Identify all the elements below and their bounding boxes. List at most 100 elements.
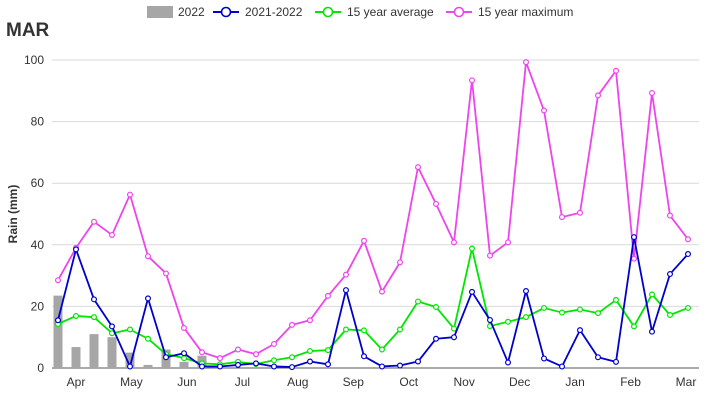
y-tick-label: 60 bbox=[31, 176, 45, 190]
legend-marker-2021-2022[interactable] bbox=[220, 6, 232, 18]
series-line-15-year-average bbox=[57, 247, 689, 366]
point-15-year-maximum bbox=[451, 239, 458, 246]
point-2021-2022 bbox=[648, 328, 655, 335]
point-2021-2022 bbox=[72, 246, 79, 253]
point-15-year-maximum bbox=[217, 355, 224, 362]
bar-2022 bbox=[179, 361, 189, 368]
x-tick-label: Feb bbox=[620, 375, 641, 389]
point-2021-2022 bbox=[343, 287, 350, 294]
point-15-year-average bbox=[522, 314, 529, 321]
point-15-year-average bbox=[540, 304, 547, 311]
point-2021-2022 bbox=[54, 317, 61, 324]
legend-label-2021-2022[interactable]: 2021-2022 bbox=[245, 5, 303, 19]
point-2021-2022 bbox=[325, 361, 332, 368]
point-15-year-maximum bbox=[379, 288, 386, 295]
y-tick-label: 80 bbox=[31, 115, 45, 129]
point-2021-2022 bbox=[307, 358, 314, 365]
point-15-year-average bbox=[469, 245, 476, 252]
point-2021-2022 bbox=[90, 296, 97, 303]
point-2021-2022 bbox=[469, 288, 476, 295]
x-tick-label: Apr bbox=[67, 375, 86, 389]
point-2021-2022 bbox=[540, 355, 547, 362]
point-15-year-maximum bbox=[433, 200, 440, 207]
point-15-year-maximum bbox=[522, 59, 529, 66]
legend-marker-15-year-maximum[interactable] bbox=[453, 6, 465, 18]
x-tick-label: Nov bbox=[454, 375, 475, 389]
point-2021-2022 bbox=[397, 362, 404, 369]
point-2021-2022 bbox=[199, 363, 206, 370]
point-2021-2022 bbox=[558, 363, 565, 370]
bar-2022 bbox=[89, 334, 99, 368]
point-2021-2022 bbox=[361, 353, 368, 360]
point-2021-2022 bbox=[612, 358, 619, 365]
legend-label-15-year-maximum[interactable]: 15 year maximum bbox=[478, 5, 573, 19]
point-2021-2022 bbox=[145, 295, 152, 302]
point-2021-2022 bbox=[630, 234, 637, 241]
point-15-year-average bbox=[451, 325, 458, 332]
point-15-year-average bbox=[90, 314, 97, 321]
point-2021-2022 bbox=[594, 354, 601, 361]
point-15-year-maximum bbox=[397, 259, 404, 266]
point-15-year-average bbox=[397, 326, 404, 333]
point-15-year-average bbox=[630, 323, 637, 330]
point-2021-2022 bbox=[522, 288, 529, 295]
y-tick-label: 100 bbox=[24, 53, 44, 67]
point-15-year-average bbox=[343, 326, 350, 333]
point-15-year-average bbox=[379, 346, 386, 353]
bar-2022 bbox=[125, 352, 135, 368]
point-15-year-average bbox=[361, 327, 368, 334]
point-15-year-maximum bbox=[540, 107, 547, 114]
bar-2022 bbox=[71, 347, 81, 368]
point-15-year-maximum bbox=[630, 255, 637, 262]
legend-label-2022[interactable]: 2022 bbox=[178, 5, 205, 19]
point-2021-2022 bbox=[576, 327, 583, 334]
point-15-year-maximum bbox=[307, 317, 314, 324]
point-15-year-average bbox=[684, 304, 691, 311]
point-15-year-maximum bbox=[361, 237, 368, 244]
point-15-year-maximum bbox=[54, 277, 61, 284]
point-15-year-average bbox=[612, 296, 619, 303]
point-15-year-average bbox=[126, 326, 133, 333]
point-2021-2022 bbox=[181, 350, 188, 357]
y-tick-label: 0 bbox=[37, 361, 44, 375]
point-15-year-average bbox=[271, 357, 278, 364]
point-2021-2022 bbox=[684, 251, 691, 258]
point-15-year-maximum bbox=[145, 253, 152, 260]
point-15-year-average bbox=[594, 310, 601, 317]
point-15-year-average bbox=[307, 348, 314, 355]
point-15-year-maximum bbox=[253, 351, 260, 358]
point-15-year-maximum bbox=[199, 349, 206, 356]
point-15-year-maximum bbox=[505, 239, 512, 246]
point-15-year-maximum bbox=[576, 209, 583, 216]
point-15-year-maximum bbox=[415, 164, 422, 171]
point-15-year-maximum bbox=[181, 324, 188, 331]
bar-2022 bbox=[107, 337, 117, 368]
point-15-year-maximum bbox=[343, 271, 350, 278]
point-2021-2022 bbox=[108, 323, 115, 330]
point-15-year-average bbox=[666, 312, 673, 319]
point-15-year-maximum bbox=[612, 67, 619, 74]
point-15-year-average bbox=[72, 312, 79, 319]
point-2021-2022 bbox=[235, 361, 242, 368]
chart-title: MAR bbox=[6, 20, 50, 41]
point-2021-2022 bbox=[253, 360, 260, 367]
point-15-year-maximum bbox=[558, 214, 565, 221]
legend-swatch-2022[interactable] bbox=[147, 6, 173, 18]
x-tick-label: Oct bbox=[399, 375, 418, 389]
point-2021-2022 bbox=[433, 335, 440, 342]
point-2021-2022 bbox=[126, 363, 133, 370]
point-2021-2022 bbox=[666, 271, 673, 278]
point-15-year-average bbox=[181, 355, 188, 362]
point-15-year-average bbox=[145, 335, 152, 342]
legend-marker-15-year-average[interactable] bbox=[322, 6, 334, 18]
point-15-year-average bbox=[558, 309, 565, 316]
x-tick-label: Aug bbox=[287, 375, 308, 389]
point-15-year-maximum bbox=[684, 236, 691, 243]
point-15-year-average bbox=[433, 304, 440, 311]
point-15-year-maximum bbox=[271, 340, 278, 347]
point-15-year-average bbox=[576, 306, 583, 313]
point-15-year-maximum bbox=[594, 92, 601, 99]
point-2021-2022 bbox=[379, 363, 386, 370]
legend-label-15-year-average[interactable]: 15 year average bbox=[347, 5, 434, 19]
